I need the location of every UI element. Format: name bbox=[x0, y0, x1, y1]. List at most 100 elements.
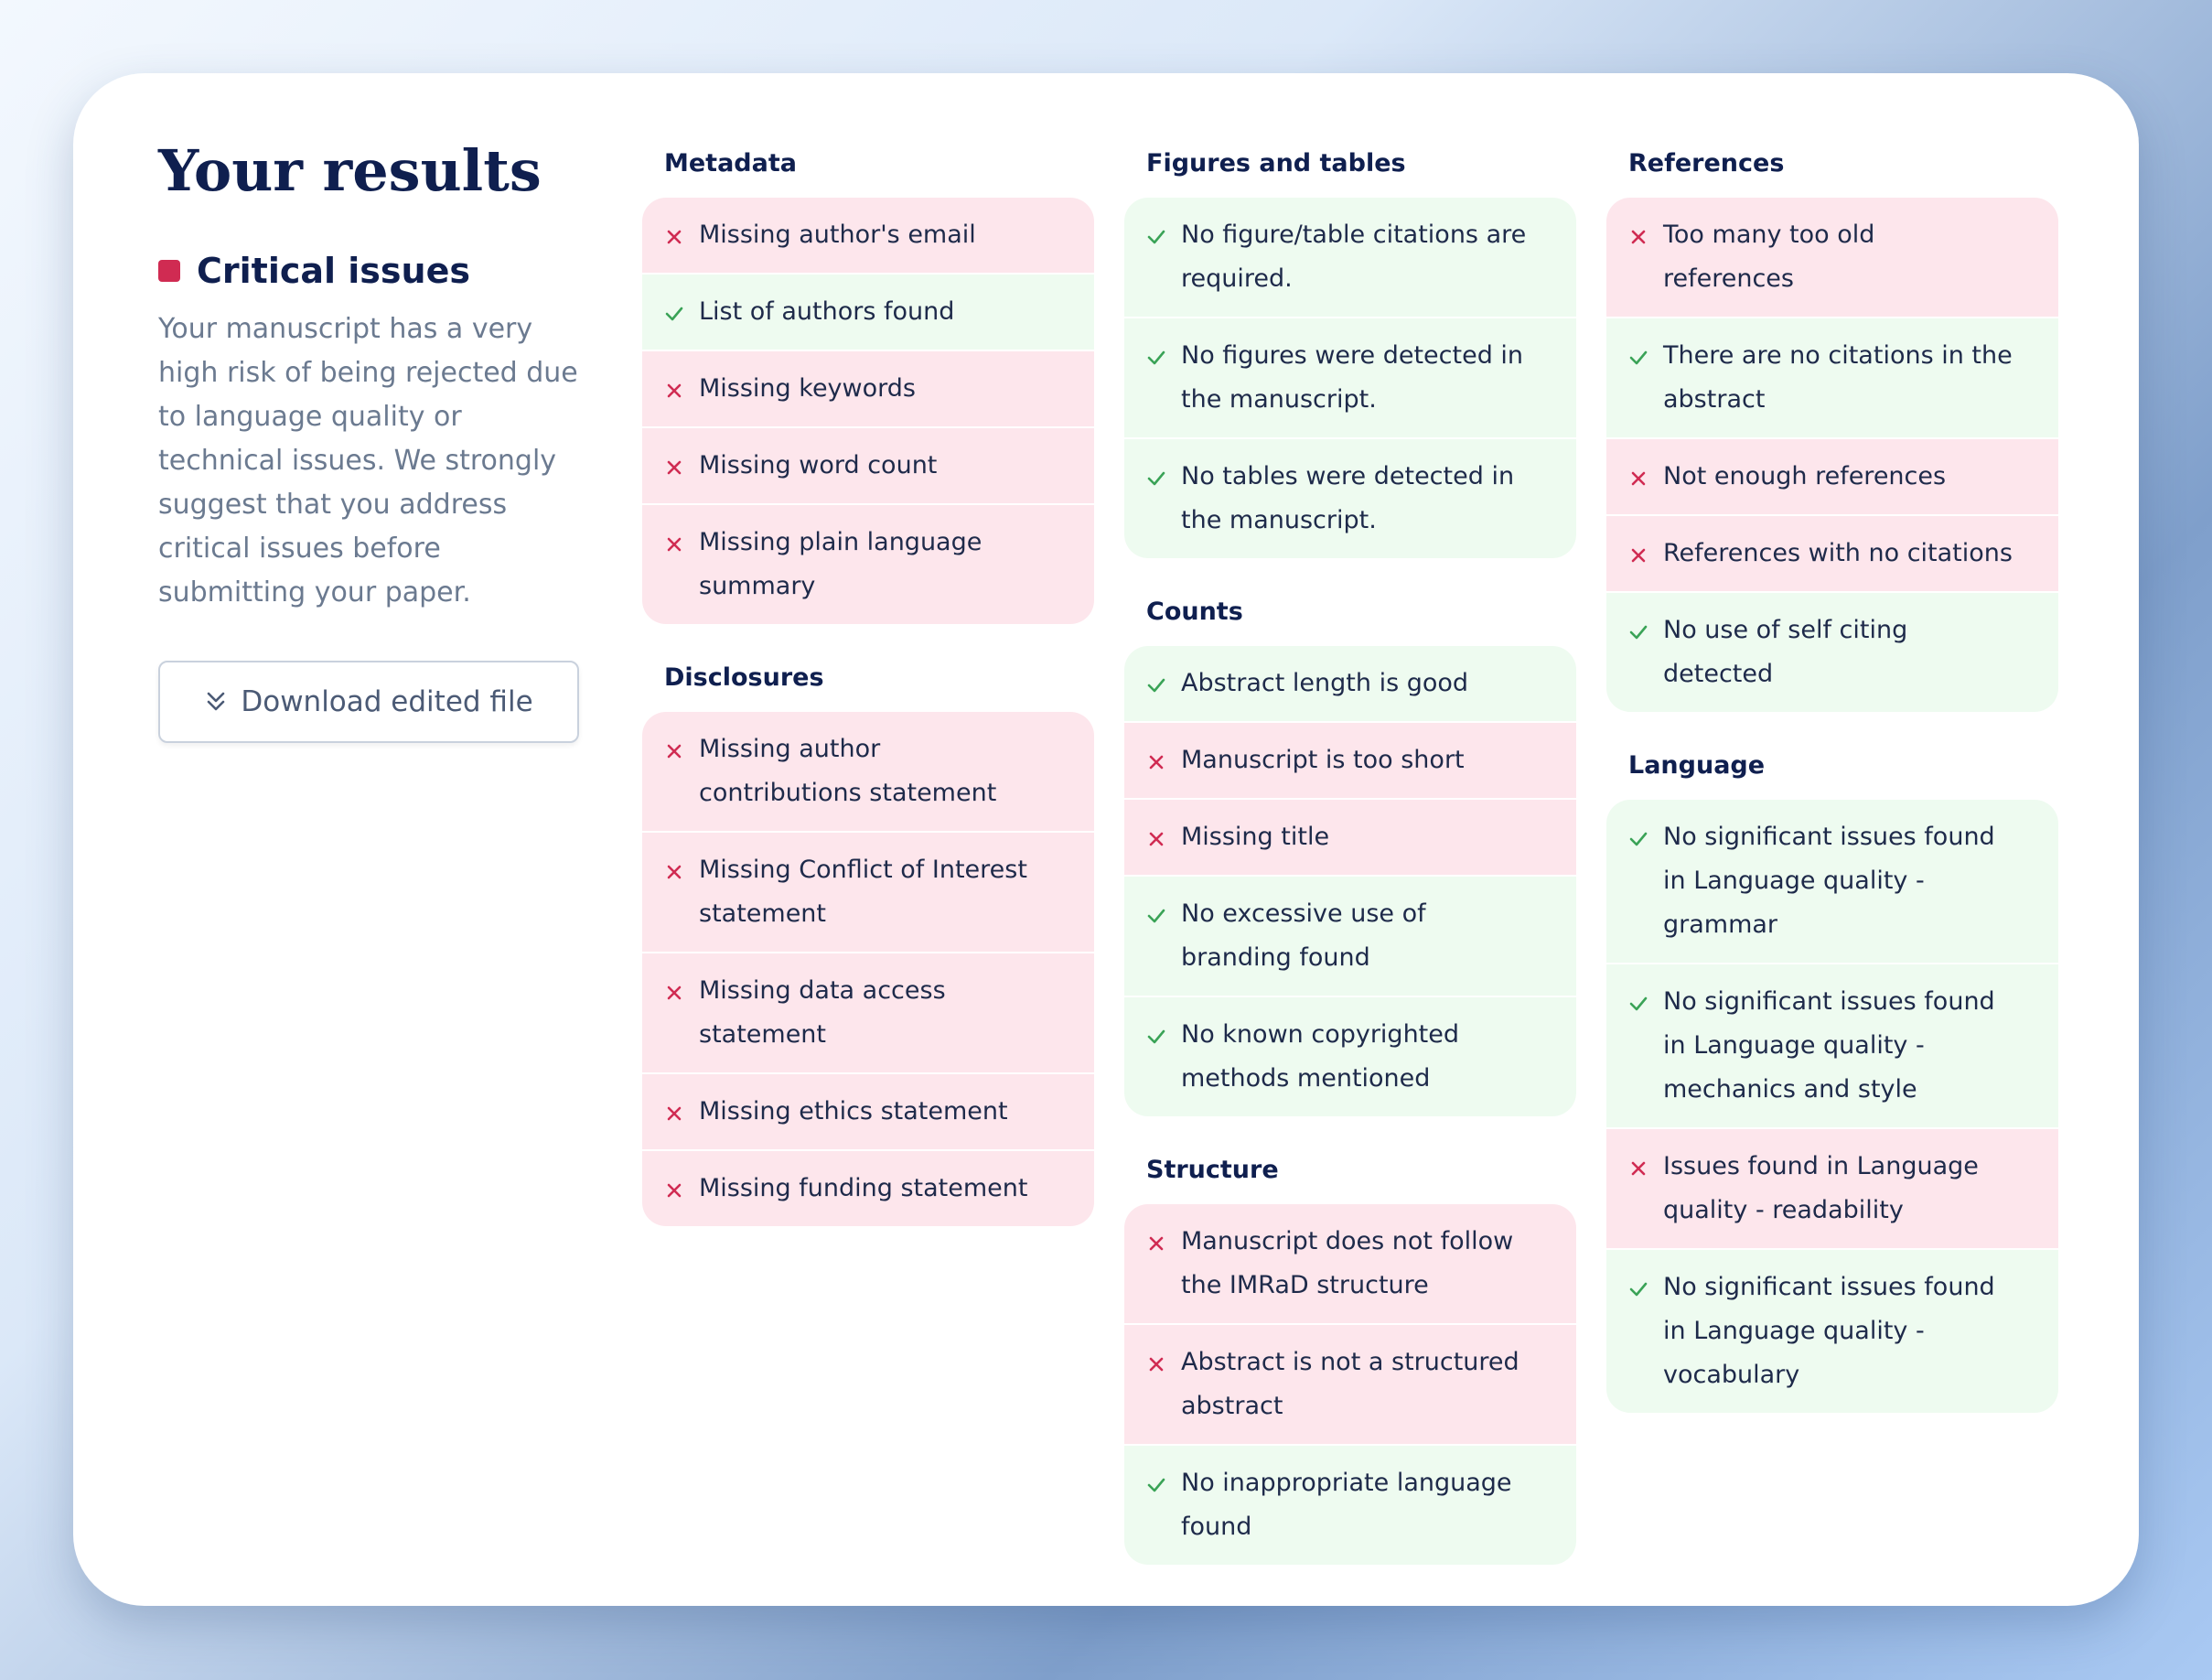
result-column: References Too many too old references The… bbox=[1606, 145, 2058, 1448]
result-text: Issues found in Language quality - reada… bbox=[1663, 1152, 1979, 1224]
result-item: Missing keywords bbox=[642, 350, 1094, 426]
cross-icon bbox=[1631, 471, 1646, 486]
result-list: Missing author's email List of authors fo… bbox=[642, 198, 1094, 624]
result-item: Missing title bbox=[1124, 798, 1576, 875]
result-text: References with no citations bbox=[1663, 539, 2013, 567]
cross-icon bbox=[667, 865, 682, 879]
status-label: Critical issues bbox=[158, 251, 588, 291]
result-item: There are no citations in the abstract bbox=[1606, 317, 2058, 437]
result-text: No tables were detected in the manuscrip… bbox=[1181, 462, 1515, 534]
results-card: Your results Critical issues Your manusc… bbox=[73, 73, 2139, 1606]
result-item: Missing word count bbox=[642, 426, 1094, 503]
result-item: Missing funding statement bbox=[642, 1149, 1094, 1226]
result-list: No figure/table citations are required. N… bbox=[1124, 198, 1576, 558]
result-item: List of authors found bbox=[642, 273, 1094, 350]
result-text: No figures were detected in the manuscri… bbox=[1181, 341, 1524, 414]
result-text: No excessive use of branding found bbox=[1181, 899, 1426, 972]
cross-icon bbox=[667, 1183, 682, 1198]
button-label: Download edited file bbox=[241, 685, 533, 719]
result-item: No known copyrighted methods mentioned bbox=[1124, 996, 1576, 1116]
summary-text: Your manuscript has a very high risk of … bbox=[158, 313, 578, 609]
check-icon bbox=[1147, 909, 1165, 923]
result-item: Manuscript does not follow the IMRaD str… bbox=[1124, 1204, 1576, 1323]
result-text: No known copyrighted methods mentioned bbox=[1181, 1020, 1460, 1093]
section-heading: Figures and tables bbox=[1146, 149, 1406, 178]
result-item: Abstract is not a structured abstract bbox=[1124, 1323, 1576, 1444]
result-item: Missing ethics statement bbox=[642, 1072, 1094, 1149]
cross-icon bbox=[667, 1106, 682, 1121]
result-item: Issues found in Language quality - reada… bbox=[1606, 1127, 2058, 1248]
result-text: No figure/table citations are required. bbox=[1181, 221, 1527, 293]
check-icon bbox=[1147, 471, 1165, 486]
result-item: No figures were detected in the manuscri… bbox=[1124, 317, 1576, 437]
section-heading: Counts bbox=[1146, 598, 1243, 626]
result-list: No significant issues found in Language … bbox=[1606, 800, 2058, 1413]
result-text: Not enough references bbox=[1663, 462, 1947, 490]
cross-icon bbox=[1149, 1357, 1164, 1372]
result-item: No significant issues found in Language … bbox=[1606, 800, 2058, 963]
download-icon bbox=[208, 693, 225, 711]
check-icon bbox=[1629, 1282, 1648, 1297]
result-text: No significant issues found in Language … bbox=[1663, 1273, 1995, 1389]
page-title: Your results bbox=[158, 137, 542, 204]
check-icon bbox=[665, 307, 683, 321]
result-item: Not enough references bbox=[1606, 437, 2058, 514]
result-item: No significant issues found in Language … bbox=[1606, 963, 2058, 1127]
result-text: Missing word count bbox=[699, 451, 938, 479]
result-item: References with no citations bbox=[1606, 514, 2058, 591]
result-item: Missing author contributions statement bbox=[642, 712, 1094, 831]
result-item: No inappropriate language found bbox=[1124, 1444, 1576, 1565]
download-button[interactable]: Download edited file bbox=[158, 661, 579, 744]
result-item: Missing plain language summary bbox=[642, 503, 1094, 624]
section-heading: Structure bbox=[1146, 1156, 1279, 1184]
result-item: Abstract length is good bbox=[1124, 646, 1576, 721]
result-text: Missing title bbox=[1181, 823, 1330, 851]
result-item: No significant issues found in Language … bbox=[1606, 1248, 2058, 1413]
cross-icon bbox=[1631, 230, 1646, 244]
result-text: Missing Conflict of Interest statement bbox=[699, 856, 1027, 928]
result-item: Missing data access statement bbox=[642, 952, 1094, 1072]
cross-icon bbox=[667, 744, 682, 759]
section-heading: Disclosures bbox=[664, 663, 824, 692]
result-text: Missing data access statement bbox=[699, 976, 946, 1049]
section-heading: References bbox=[1628, 149, 1785, 178]
check-icon bbox=[1629, 625, 1648, 640]
cross-icon bbox=[1631, 1161, 1646, 1176]
status-text: Critical issues bbox=[197, 251, 470, 292]
result-list: Too many too old references There are no … bbox=[1606, 198, 2058, 712]
result-column: Figures and tables No figure/table citati… bbox=[1124, 145, 1576, 1599]
result-text: Missing ethics statement bbox=[699, 1097, 1008, 1125]
cross-icon bbox=[667, 230, 682, 244]
check-icon bbox=[1629, 996, 1648, 1011]
result-item: No tables were detected in the manuscrip… bbox=[1124, 437, 1576, 558]
result-list: Missing author contributions statement Mi… bbox=[642, 712, 1094, 1226]
check-icon bbox=[1147, 1029, 1165, 1044]
result-item: No use of self citing detected bbox=[1606, 591, 2058, 712]
cross-icon bbox=[667, 460, 682, 475]
section-heading: Metadata bbox=[664, 149, 797, 178]
result-list: Manuscript does not follow the IMRaD str… bbox=[1124, 1204, 1576, 1565]
result-list: Abstract length is good Manuscript is too… bbox=[1124, 646, 1576, 1116]
cross-icon bbox=[1149, 1236, 1164, 1251]
check-icon bbox=[1147, 350, 1165, 365]
result-text: No inappropriate language found bbox=[1181, 1469, 1512, 1541]
result-item: Manuscript is too short bbox=[1124, 721, 1576, 798]
check-icon bbox=[1147, 1478, 1165, 1492]
result-text: No significant issues found in Language … bbox=[1663, 823, 1995, 939]
result-text: Abstract is not a structured abstract bbox=[1181, 1348, 1519, 1420]
result-text: Missing funding statement bbox=[699, 1174, 1028, 1202]
check-icon bbox=[1629, 832, 1648, 846]
summary-panel: Your results Critical issues Your manusc… bbox=[158, 137, 588, 744]
check-icon bbox=[1147, 678, 1165, 693]
result-text: Abstract length is good bbox=[1181, 669, 1469, 697]
check-icon bbox=[1629, 350, 1648, 365]
cross-icon bbox=[667, 537, 682, 552]
result-text: Missing keywords bbox=[699, 374, 916, 403]
status-indicator bbox=[158, 260, 180, 283]
result-item: Missing author's email bbox=[642, 198, 1094, 273]
result-text: Too many too old references bbox=[1663, 221, 1875, 293]
cross-icon bbox=[1149, 755, 1164, 770]
section-heading: Language bbox=[1628, 751, 1766, 780]
check-icon bbox=[1147, 230, 1165, 244]
